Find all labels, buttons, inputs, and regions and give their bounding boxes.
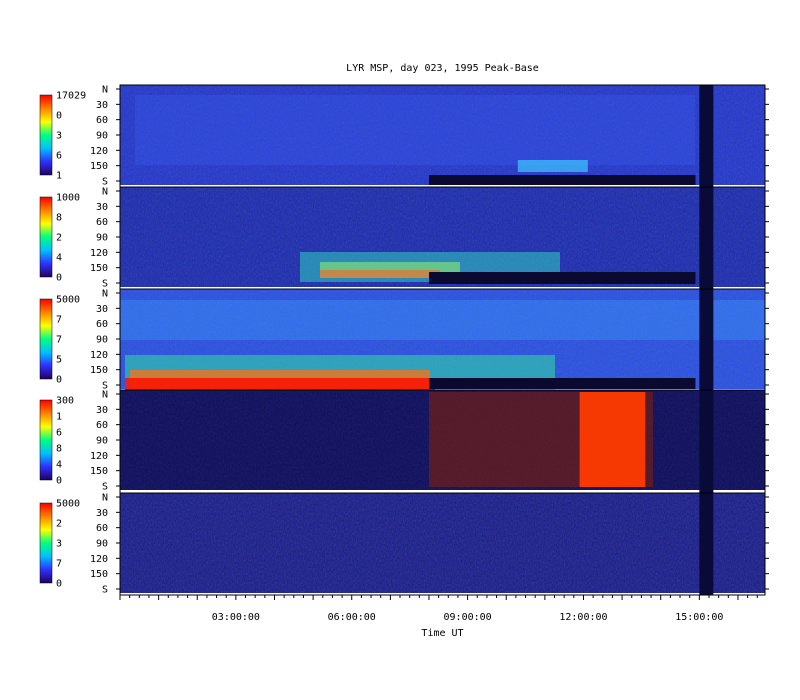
panel-2-colorbar-label: 0 [56,273,62,284]
panel-1-colorbar-label: 1 [56,171,62,182]
y-tick-label: 60 [96,523,108,534]
y-tick-label: 90 [96,131,108,142]
panel-3-red-band [125,378,435,390]
gap-band-2 [428,272,696,284]
y-tick-label: 90 [96,436,108,447]
panel-1-colorbar-label: 6 [56,151,62,162]
panel-2-colorbar-label: 4 [56,253,62,264]
y-tick-label: 30 [96,100,108,111]
panel-2-colorbar [39,196,53,278]
panel-1-colorbar-label: 17029 [56,91,86,102]
chart-title: LYR MSP, day 023, 1995 Peak-Base [346,63,539,74]
plot-frame [119,84,766,596]
gap-column [699,85,714,595]
x-tick-label: 12:00:00 [559,612,607,623]
panel-5-colorbar-label: 2 [56,519,62,530]
y-tick-label: 60 [96,420,108,431]
y-tick-label: N [102,390,108,401]
x-tick-label: 06:00:00 [328,612,376,623]
y-tick-label: N [102,289,108,300]
y-tick-label: 120 [90,146,108,157]
y-tick-label: 90 [96,233,108,244]
panel-5-colorbar-label: 7 [56,559,62,570]
panel-5-colorbar-label: 3 [56,539,62,550]
panel-4-red-block [579,392,646,487]
panel-3-colorbar [39,298,53,380]
x-tick-label: 03:00:00 [212,612,260,623]
panel-4-colorbar-label: 4 [56,460,62,471]
y-tick-label: 60 [96,319,108,330]
x-tick-label: 15:00:00 [675,612,723,623]
panel-5-colorbar [39,502,53,584]
panel-2-colorbar-label: 8 [56,213,62,224]
y-tick-label: N [102,85,108,96]
gap-band-3 [428,378,696,389]
y-tick-label: N [102,187,108,198]
panel-5-colorbar-label: 5000 [56,499,80,510]
y-tick-label: S [102,482,108,493]
x-axis-label: Time UT [421,628,464,639]
panel-1-bright-spot [517,160,588,172]
y-tick-label: S [102,177,108,188]
panel-2-emission-peak [320,270,440,278]
panel-4-colorbar-label: 300 [56,396,74,407]
y-tick-label: 30 [96,508,108,519]
x-tick-label: 09:00:00 [444,612,492,623]
panel-4-colorbar-label: 6 [56,428,62,439]
panel-2-colorbar-label: 2 [56,233,62,244]
y-tick-label: 30 [96,405,108,416]
y-tick-label: 90 [96,335,108,346]
y-tick-label: 150 [90,161,108,172]
panel-1-colorbar-label: 3 [56,131,62,142]
gap-band-1 [428,175,696,185]
panel-5-colorbar-label: 0 [56,579,62,590]
panel-3-colorbar-label: 5 [56,355,62,366]
y-tick-label: 30 [96,202,108,213]
panel-1-aurora-band [135,95,695,165]
panel-3-colorbar-label: 7 [56,335,62,346]
panel-1-colorbar [39,94,53,176]
panel-3-colorbar-label: 7 [56,315,62,326]
y-tick-label: N [102,493,108,504]
y-tick-label: 150 [90,466,108,477]
panel-1-colorbar-label: 0 [56,111,62,122]
y-tick-label: 90 [96,539,108,550]
y-tick-label: 120 [90,350,108,361]
y-tick-label: 120 [90,248,108,259]
panel-3-upper-band [120,300,765,340]
y-tick-label: 150 [90,569,108,580]
panel-2-colorbar-label: 1000 [56,193,80,204]
y-tick-label: S [102,585,108,596]
panel-1-texture [120,85,765,185]
y-tick-label: 60 [96,217,108,228]
y-tick-label: 120 [90,554,108,565]
y-tick-label: 60 [96,115,108,126]
panel-3-colorbar-label: 0 [56,375,62,386]
y-tick-label: 150 [90,365,108,376]
y-tick-label: 120 [90,451,108,462]
panel-5-texture [120,493,765,593]
y-tick-label: 30 [96,304,108,315]
panel-4-colorbar-label: 0 [56,476,62,487]
panel-4-colorbar [39,399,53,481]
panel-4-colorbar-label: 1 [56,412,62,423]
panel-4-colorbar-label: 8 [56,444,62,455]
y-tick-label: 150 [90,263,108,274]
y-tick-label: S [102,279,108,290]
panel-3-colorbar-label: 5000 [56,295,80,306]
y-tick-label: S [102,381,108,392]
